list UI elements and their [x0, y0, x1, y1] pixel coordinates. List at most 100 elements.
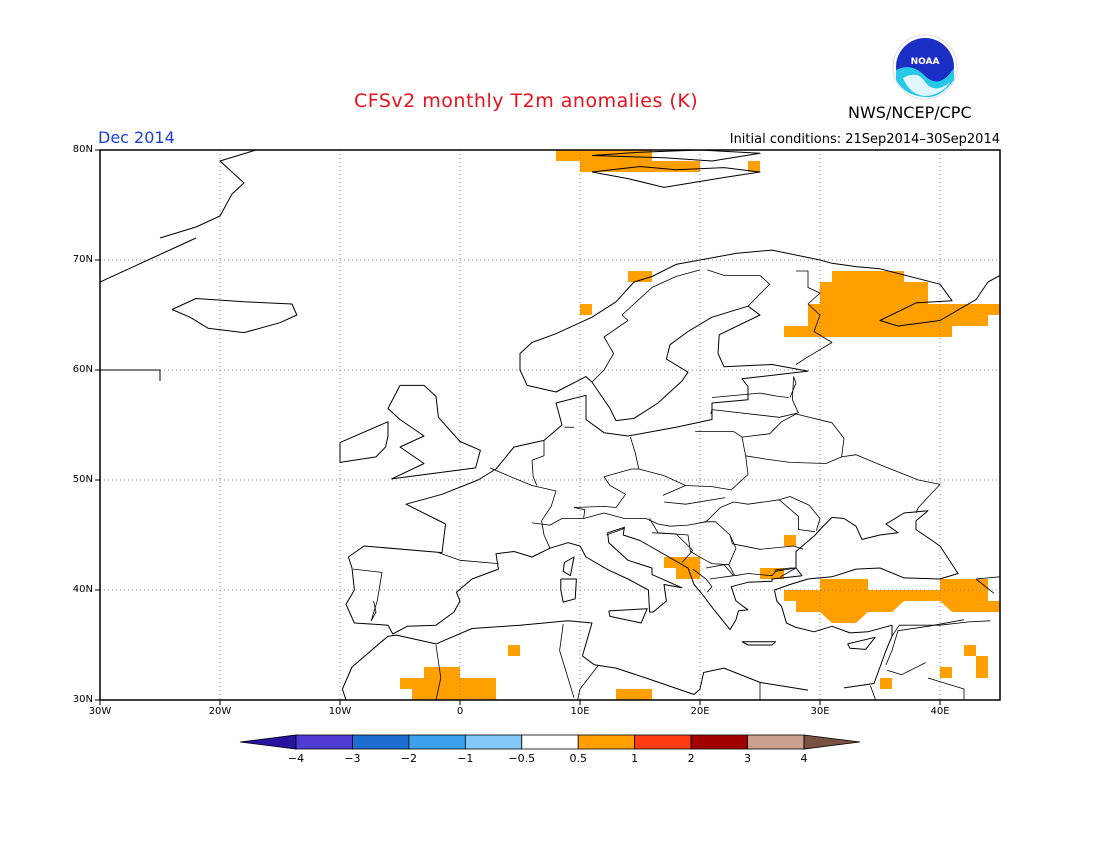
coastlines	[100, 150, 1048, 700]
colorbar-segment	[408, 734, 466, 750]
agency-label: NWS/NCEP/CPC	[848, 103, 972, 122]
lon-tick-label: 0	[456, 706, 464, 717]
anomaly-patch	[940, 667, 952, 678]
lon-tick-label: 10W	[328, 706, 352, 717]
anomaly-patch	[784, 535, 796, 546]
country-border	[779, 496, 821, 531]
lon-tick-label: 20E	[690, 706, 710, 717]
colorbar-label: 0.5	[569, 752, 587, 765]
country-border	[662, 485, 686, 496]
coastline	[591, 166, 761, 188]
lon-tick-label: 30W	[88, 706, 112, 717]
country-border	[573, 436, 640, 508]
lon-tick-label: 40E	[930, 706, 950, 717]
country-border	[531, 499, 816, 533]
country-border	[438, 552, 499, 564]
anomaly-patch	[664, 557, 700, 579]
colorbar-min-arrow	[239, 734, 297, 750]
anomaly-patch	[508, 645, 520, 656]
country-border	[728, 564, 797, 577]
coastline	[348, 249, 1000, 558]
lat-tick-label: 40N	[72, 584, 93, 595]
coastline	[562, 556, 575, 577]
colorbar-label: −0.5	[508, 752, 536, 765]
country-border	[745, 454, 941, 514]
anomaly-patch	[784, 271, 1000, 337]
map-gridlines	[100, 150, 1000, 700]
colorbar	[239, 734, 861, 750]
logo-text: NOAA	[911, 57, 940, 67]
anomaly-patch	[976, 656, 988, 678]
country-border	[651, 532, 694, 563]
country-border	[531, 460, 538, 486]
lat-tick-label: 60N	[72, 364, 93, 375]
country-border	[577, 665, 599, 700]
colorbar-segment	[634, 734, 692, 750]
lat-tick-label: 50N	[72, 474, 93, 485]
coastline	[608, 608, 648, 624]
country-border	[573, 507, 586, 519]
country-border	[887, 662, 926, 676]
coastline	[560, 578, 577, 603]
coastline	[741, 641, 777, 646]
coastline	[1024, 519, 1048, 593]
country-border	[710, 376, 799, 418]
coastline	[591, 150, 761, 162]
country-border	[591, 269, 701, 383]
country-border	[870, 685, 877, 700]
lon-tick-label: 30E	[810, 706, 830, 717]
country-border	[705, 564, 734, 580]
country-border	[353, 568, 383, 621]
colorbar-segment	[690, 734, 748, 750]
country-border	[789, 376, 797, 398]
anomaly-patch	[784, 579, 1000, 623]
axis-ticks	[95, 149, 941, 705]
colorbar-max-arrow	[803, 734, 861, 750]
country-border	[531, 440, 545, 461]
colorbar-label: −4	[287, 752, 305, 765]
noaa-logo-icon: NOAA	[892, 34, 958, 100]
country-border	[638, 431, 749, 491]
coastline	[847, 636, 876, 650]
coastline	[159, 150, 257, 239]
colorbar-segment	[747, 734, 805, 750]
lon-tick-label: 10E	[570, 706, 590, 717]
country-border	[795, 413, 845, 457]
coastline	[387, 384, 481, 480]
colorbar-label: −2	[400, 752, 417, 765]
forecast-month: Dec 2014	[98, 128, 175, 147]
colorbar-label: −3	[344, 752, 361, 765]
country-border	[370, 600, 377, 621]
country-border	[711, 392, 789, 398]
country-border	[649, 518, 737, 566]
anomaly-patches	[400, 150, 1000, 700]
country-border	[606, 528, 625, 536]
country-border	[435, 644, 442, 700]
coastline	[341, 620, 809, 700]
colorbar-label: 2	[687, 752, 695, 765]
coastline	[100, 369, 161, 381]
country-border	[489, 467, 557, 549]
lat-tick-label: 80N	[72, 144, 93, 155]
colorbar-label: −1	[457, 752, 474, 765]
country-border	[707, 269, 770, 307]
colorbar-segment	[521, 734, 579, 750]
colorbar-segment	[295, 734, 353, 750]
anomaly-patch	[880, 678, 892, 689]
colorbar-label: 4	[800, 752, 808, 765]
coastline	[100, 237, 197, 283]
country-border	[729, 534, 804, 550]
colorbar-label: 1	[631, 752, 639, 765]
colorbar-segment	[577, 734, 636, 750]
coastline	[345, 510, 959, 689]
anomaly-patch	[964, 645, 976, 656]
coastline	[339, 421, 389, 463]
lon-tick-label: 20W	[208, 706, 232, 717]
country-border	[891, 620, 991, 637]
country-border	[774, 567, 797, 578]
country-border	[885, 619, 965, 665]
lat-tick-label: 30N	[72, 694, 93, 705]
country-border	[741, 413, 797, 438]
country-border	[927, 677, 965, 700]
